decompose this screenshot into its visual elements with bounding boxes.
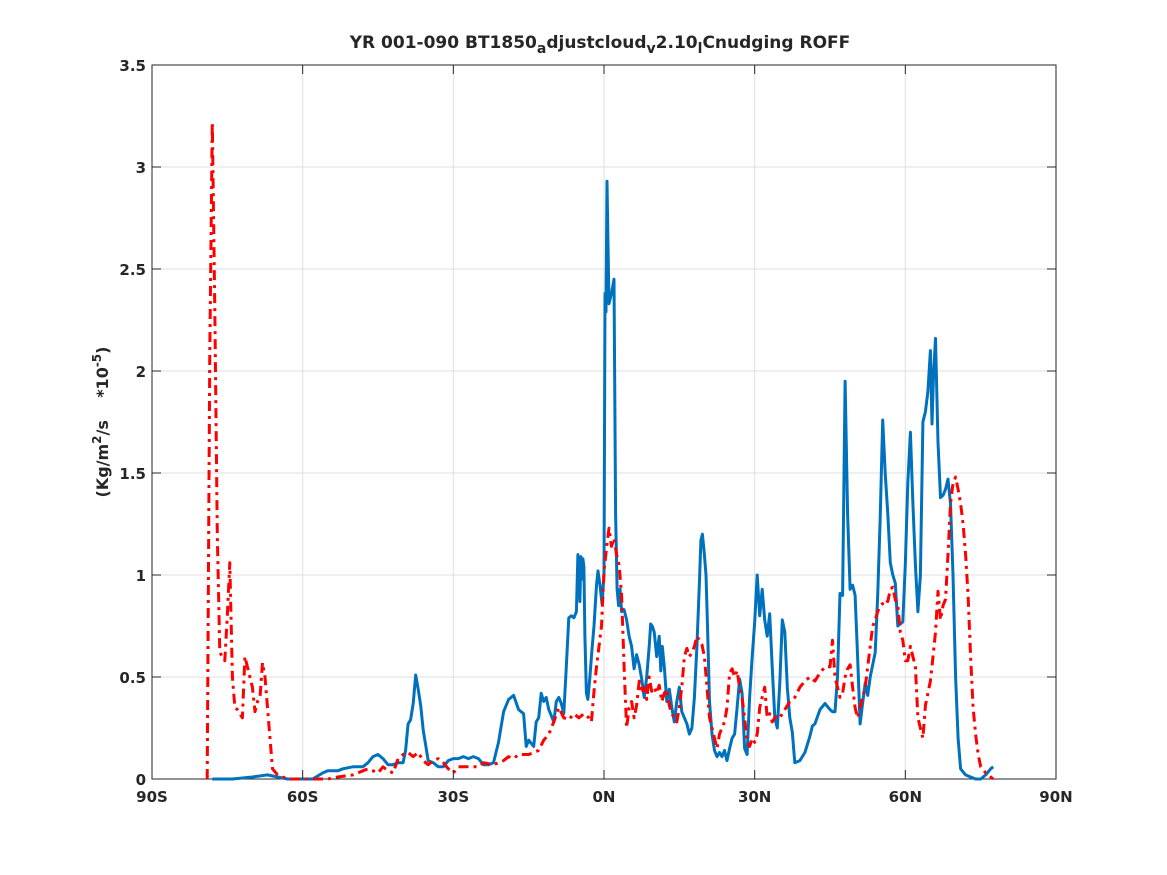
ylabel-segment: (Kg/m [93,444,112,498]
ylabel-segment: ) [93,347,112,354]
series-layer [205,120,995,781]
y-tick-label: 1.5 [119,465,146,483]
title-subscript: v [647,41,656,57]
ylabel-superscript: -5 [90,354,104,367]
title-segment: YR 001-090 BT1850 [349,33,537,53]
chart-title: YR 001-090 BT1850adjustcloudv2.10lCnudgi… [349,33,851,57]
tick-marks [151,64,1057,780]
title-subscript: a [537,41,546,57]
x-tick-labels: 90S 60S 30S 0N 30N 60N 90N [136,788,1073,806]
x-tick-label: 60N [889,788,922,806]
y-tick-label: 1 [136,567,146,585]
x-tick-label: 90S [136,788,168,806]
y-tick-label: 3.5 [119,57,146,75]
title-segment: 2.10 [656,33,698,53]
series-line-1 [212,179,995,781]
x-tick-label: 60S [287,788,319,806]
y-tick-label: 2.5 [119,261,146,279]
y-tick-label: 3 [136,159,146,177]
series-line-2 [205,120,995,781]
x-tick-label: 30N [738,788,771,806]
ylabel-superscript: 2 [90,435,104,443]
y-tick-labels: 0 0.5 1 1.5 2 2.5 3 3.5 [119,57,146,789]
x-tick-label: 30S [437,788,469,806]
y-tick-label: 2 [136,363,146,381]
ylabel-segment: /s *10 [93,367,112,435]
title-segment: djustcloud [546,33,646,53]
x-tick-label: 90N [1039,788,1072,806]
y-axis-label: (Kg/m2/s *10-5) [90,347,112,498]
x-tick-label: 0N [593,788,616,806]
y-tick-label: 0 [136,771,146,789]
y-tick-label: 0.5 [119,669,146,687]
title-segment: Cnudging ROFF [702,33,850,53]
title-subscript: l [698,41,703,57]
